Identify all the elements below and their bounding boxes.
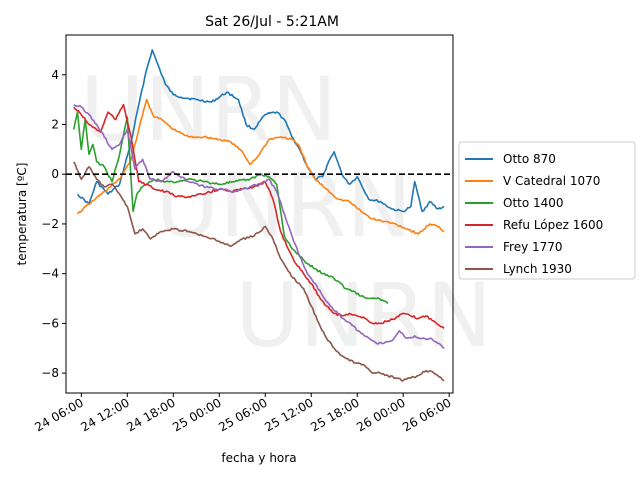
y-tick-label: 4 bbox=[51, 68, 59, 82]
y-tick-label: 0 bbox=[51, 167, 59, 181]
y-tick-label: 2 bbox=[51, 118, 59, 132]
legend-label: Frey 1770 bbox=[503, 240, 563, 254]
x-tick-label: 26 00:00 bbox=[354, 395, 407, 434]
chart-title: Sat 26/Jul - 5:21AM bbox=[205, 14, 339, 30]
x-tick-label: 24 06:00 bbox=[32, 395, 85, 434]
legend-label: Lynch 1930 bbox=[503, 262, 572, 276]
y-tick-label: −8 bbox=[41, 366, 59, 380]
x-axis-label: fecha y hora bbox=[221, 451, 296, 465]
y-axis: −8 −6 −4 −2 0 2 4 bbox=[41, 68, 66, 380]
x-tick-label: 25 18:00 bbox=[308, 395, 361, 434]
watermark-2: UNRN bbox=[155, 154, 412, 257]
legend-label: Otto 1400 bbox=[503, 196, 564, 210]
series-layer bbox=[72, 49, 445, 382]
x-tick-label: 25 12:00 bbox=[262, 395, 315, 434]
series-line-5 bbox=[73, 103, 445, 349]
x-tick-label: 25 06:00 bbox=[216, 395, 269, 434]
legend-items: Otto 870 V Catedral 1070 Otto 1400 Refu Lóp… bbox=[465, 152, 603, 276]
x-tick-label: 26 06:00 bbox=[400, 395, 453, 434]
watermark-3: UNRN bbox=[235, 264, 492, 367]
y-tick-label: −6 bbox=[41, 316, 59, 330]
plot-area-frame bbox=[65, 34, 454, 394]
y-tick-label: −2 bbox=[41, 217, 59, 231]
x-tick-label: 24 18:00 bbox=[124, 395, 177, 434]
legend-label: V Catedral 1070 bbox=[503, 174, 600, 188]
legend-frame bbox=[458, 141, 636, 280]
watermark-1: UNRN bbox=[80, 58, 337, 161]
series-line-1 bbox=[76, 49, 445, 213]
series-line-2 bbox=[76, 98, 445, 235]
y-tick-label: −4 bbox=[41, 267, 59, 281]
x-tick-label: 25 00:00 bbox=[170, 395, 223, 434]
series-line-6 bbox=[73, 161, 445, 382]
legend-label: Refu López 1600 bbox=[503, 218, 603, 232]
series-line-3 bbox=[72, 111, 389, 305]
legend: Otto 870 V Catedral 1070 Otto 1400 Refu Lóp… bbox=[458, 141, 636, 280]
legend-label: Otto 870 bbox=[503, 152, 556, 166]
x-tick-label: 24 12:00 bbox=[78, 395, 131, 434]
y-axis-label: temperatura [ºC] bbox=[15, 163, 29, 266]
